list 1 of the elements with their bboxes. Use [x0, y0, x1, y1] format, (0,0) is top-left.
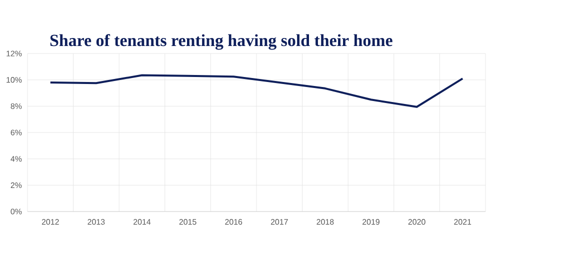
chart-title: Share of tenants renting having sold their home: [50, 34, 392, 50]
